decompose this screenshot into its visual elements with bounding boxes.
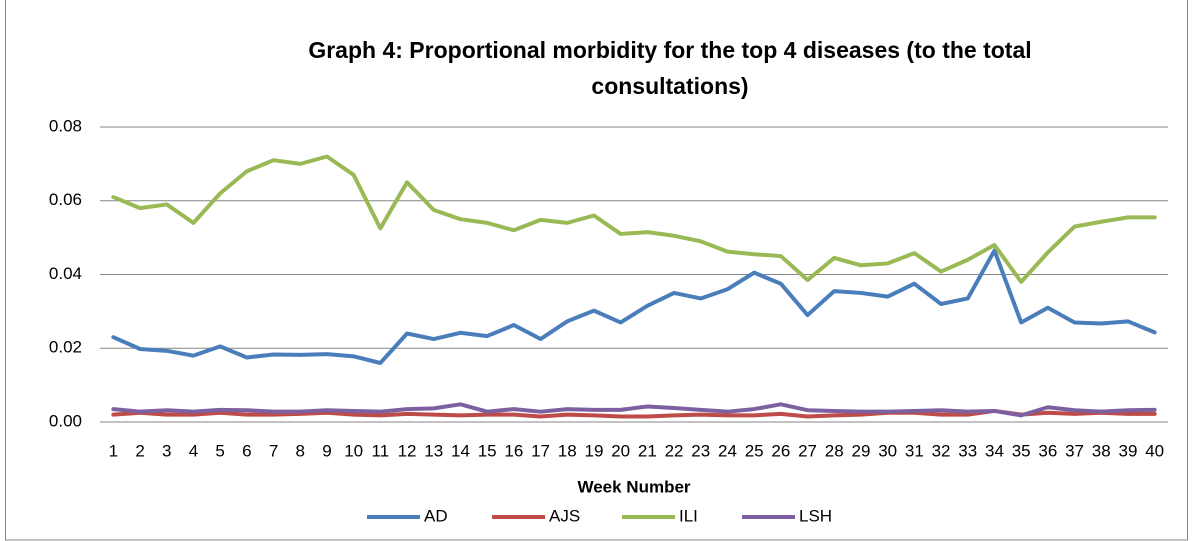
x-axis-title: Week Number bbox=[577, 477, 690, 496]
x-tick-label: 4 bbox=[189, 441, 198, 460]
x-tick-label: 15 bbox=[478, 441, 497, 460]
x-tick-label: 11 bbox=[372, 441, 390, 460]
x-tick-label: 12 bbox=[398, 441, 417, 460]
x-tick-label: 18 bbox=[558, 441, 577, 460]
x-tick-label: 7 bbox=[269, 441, 278, 460]
y-tick-label: 0.00 bbox=[49, 411, 82, 430]
legend-label: AD bbox=[424, 506, 448, 525]
x-tick-label: 23 bbox=[691, 441, 710, 460]
x-tick-label: 36 bbox=[1038, 441, 1057, 460]
x-tick-label: 30 bbox=[878, 441, 897, 460]
x-tick-label: 35 bbox=[1012, 441, 1031, 460]
x-tick-label: 9 bbox=[322, 441, 331, 460]
x-tick-label: 31 bbox=[905, 441, 924, 460]
x-tick-label: 5 bbox=[215, 441, 224, 460]
x-tick-label: 33 bbox=[958, 441, 977, 460]
x-tick-label: 39 bbox=[1118, 441, 1137, 460]
x-tick-label: 34 bbox=[985, 441, 1004, 460]
x-tick-label: 13 bbox=[424, 441, 443, 460]
x-tick-label: 1 bbox=[109, 441, 118, 460]
x-tick-label: 16 bbox=[504, 441, 523, 460]
x-tick-label: 10 bbox=[344, 441, 363, 460]
y-tick-label: 0.02 bbox=[49, 338, 82, 357]
legend-label: LSH bbox=[799, 506, 832, 525]
x-tick-label: 26 bbox=[771, 441, 790, 460]
x-tick-label: 17 bbox=[531, 441, 550, 460]
x-tick-label: 14 bbox=[451, 441, 470, 460]
x-tick-label: 37 bbox=[1065, 441, 1084, 460]
legend-label: AJS bbox=[549, 506, 580, 525]
x-tick-label: 3 bbox=[162, 441, 171, 460]
x-tick-label: 32 bbox=[932, 441, 951, 460]
x-tick-label: 20 bbox=[611, 441, 630, 460]
x-tick-label: 21 bbox=[638, 441, 657, 460]
y-tick-label: 0.08 bbox=[49, 116, 82, 135]
x-tick-label: 19 bbox=[584, 441, 603, 460]
x-tick-label: 29 bbox=[851, 441, 870, 460]
series-line bbox=[111, 402, 1157, 418]
x-tick-label: 24 bbox=[718, 441, 737, 460]
y-tick-label: 0.06 bbox=[49, 190, 82, 209]
chart-title: Graph 4: Proportional morbidity for the … bbox=[308, 37, 1031, 99]
x-tick-label: 28 bbox=[825, 441, 844, 460]
x-tick-label: 25 bbox=[745, 441, 764, 460]
x-tick-label: 2 bbox=[135, 441, 144, 460]
chart-frame bbox=[5, 0, 1188, 541]
x-tick-label: 40 bbox=[1145, 441, 1164, 460]
x-tick-label: 27 bbox=[798, 441, 817, 460]
x-tick-label: 22 bbox=[665, 441, 684, 460]
x-tick-label: 8 bbox=[296, 441, 305, 460]
series-line bbox=[111, 154, 1157, 284]
x-tick-label: 6 bbox=[242, 441, 251, 460]
legend-label: ILI bbox=[679, 506, 698, 525]
series-line bbox=[111, 248, 1157, 365]
x-tick-label: 38 bbox=[1092, 441, 1111, 460]
y-tick-label: 0.04 bbox=[49, 264, 82, 283]
